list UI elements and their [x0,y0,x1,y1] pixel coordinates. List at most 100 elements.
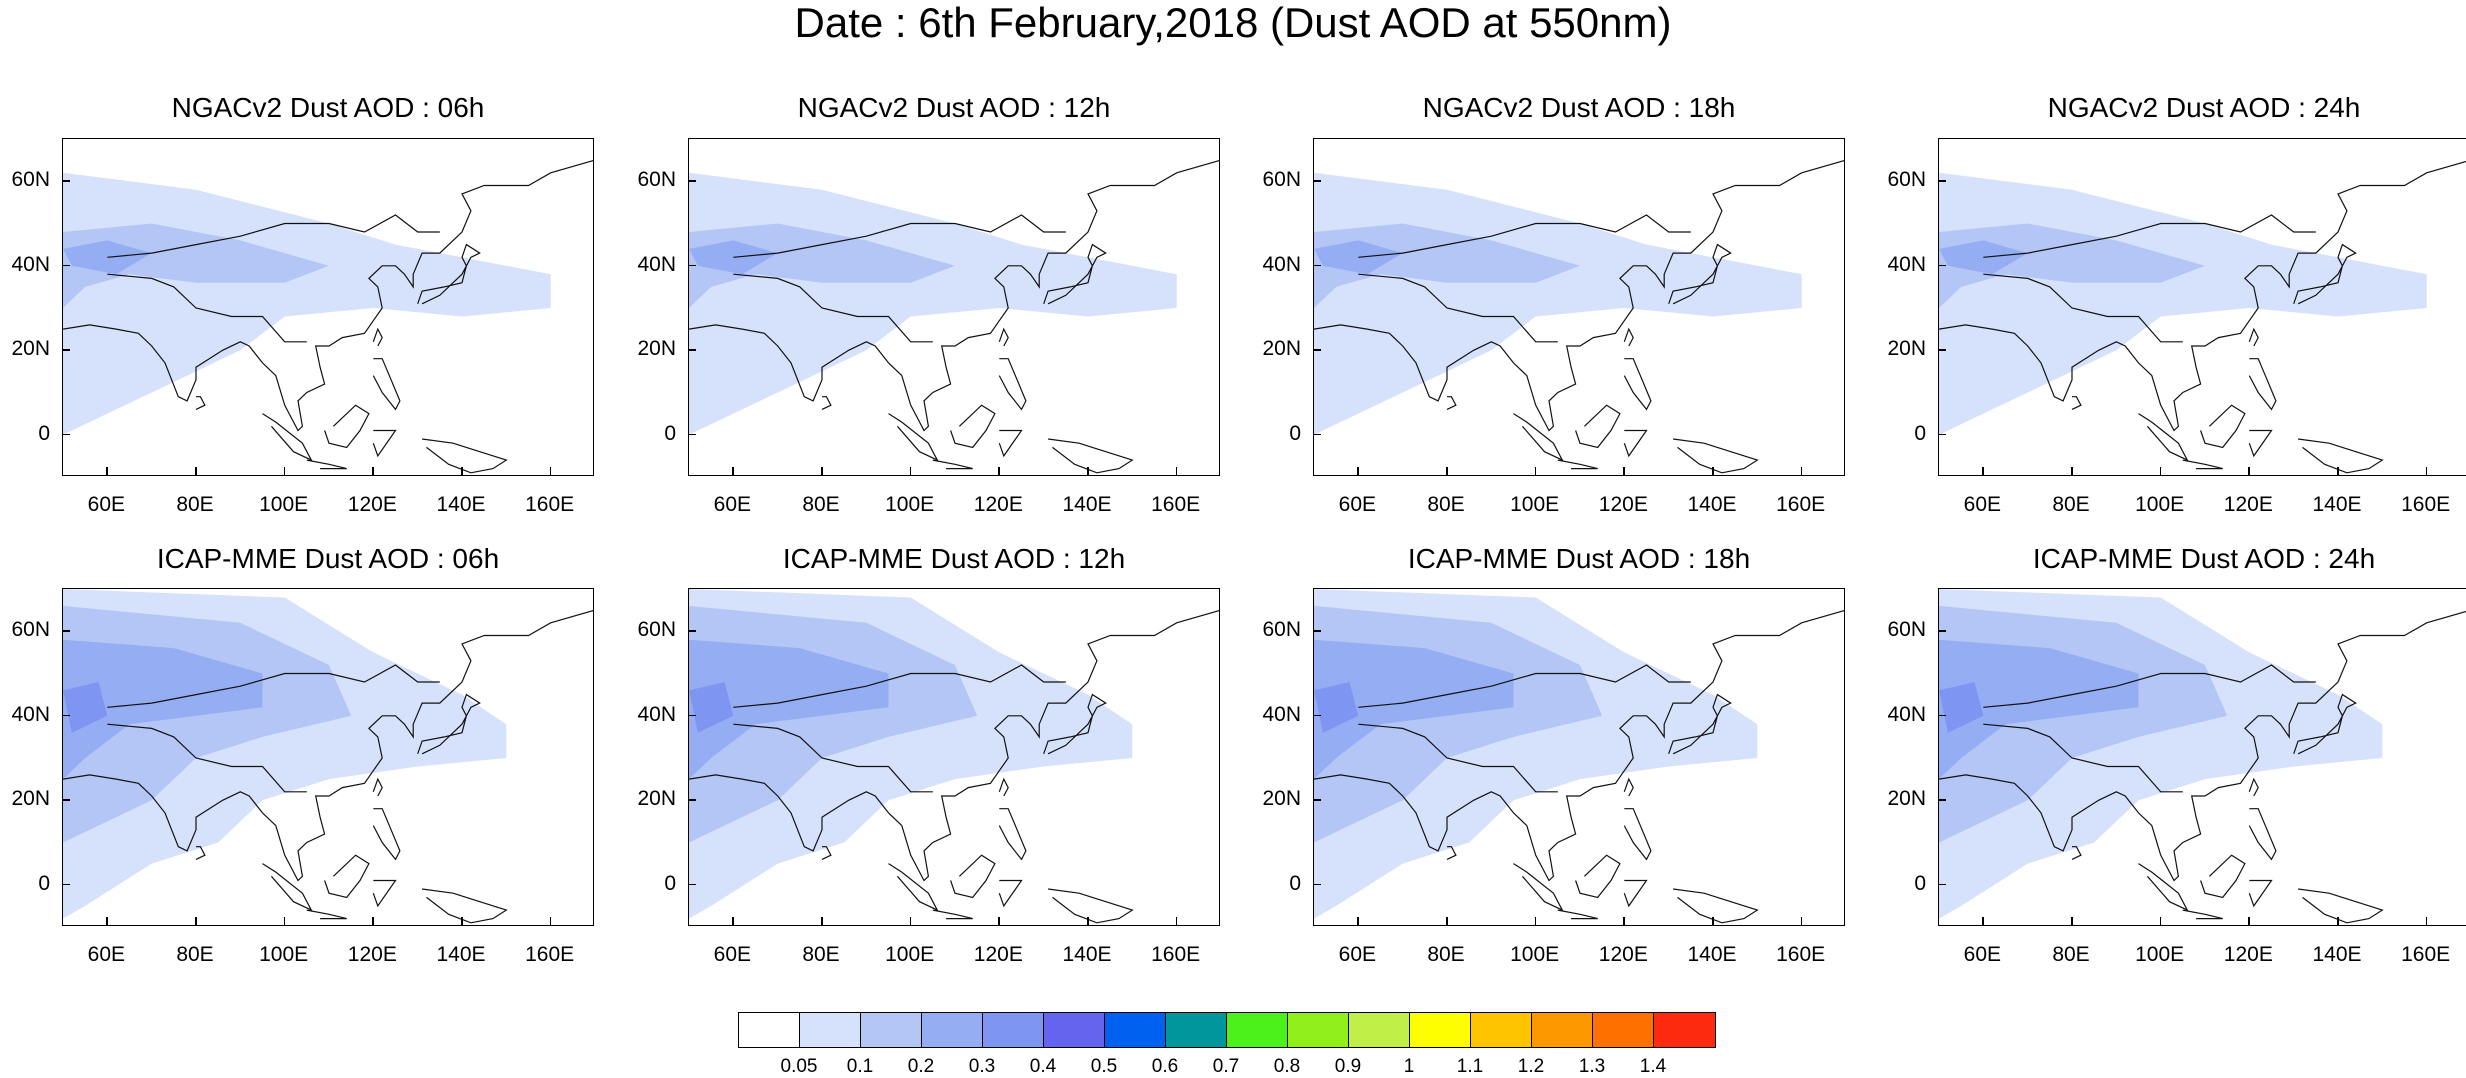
dust-plume [689,639,889,780]
lon-tick [2159,467,2162,475]
lat-tick [1313,264,1321,267]
colorbar-box [800,1013,861,1047]
coastline [998,327,1009,347]
lon-tick [372,917,374,925]
colorbar-label: 0.1 [846,1056,874,1077]
lat-tick-label: 0 [38,871,50,895]
lon-tick [195,467,197,475]
colorbar [738,1012,1716,1048]
lat-tick-label: 60N [637,618,676,642]
lon-tick-label: 120E [2223,943,2273,966]
coastline [2248,327,2259,347]
lon-tick [283,467,286,475]
lat-tick [1938,264,1946,267]
coastline [1043,243,1107,305]
figure-title: Date : 6th February,2018 (Dust AOD at 55… [794,0,1672,46]
coastline [1446,846,1457,860]
coastline [1575,854,1621,899]
lat-tick [1313,799,1321,801]
coastline [733,723,933,793]
coastline [1983,723,2183,793]
coastline [1673,888,1759,924]
panel-title: ICAP-MME Dust AOD : 12h [782,543,1126,574]
coastline [2138,413,2189,462]
map-panel [688,588,1220,926]
lon-tick-label: 160E [525,943,575,966]
colorbar-box [1593,1013,1654,1047]
lon-tick-label: 160E [525,493,575,516]
lon-tick [106,917,108,925]
lat-tick-label: 40N [1887,702,1926,726]
lon-tick [1982,917,1984,925]
lon-tick-label: 60E [713,943,752,966]
coastline [1623,358,1652,411]
lon-tick-label: 120E [347,943,397,966]
colorbar-box [1471,1013,1532,1047]
coastline [1557,909,1598,920]
dust-plume [1939,639,2139,780]
lon-tick [2159,917,2162,925]
lat-tick [688,264,696,267]
lon-tick-label: 140E [2312,943,2362,966]
lat-tick-label: 20N [1887,787,1926,811]
lon-tick [1712,917,1714,925]
map-panel [688,138,1220,476]
coastline [1048,888,1134,924]
dust-plume [689,682,734,733]
lat-tick-label: 20N [11,787,50,811]
map-panel [1313,138,1845,476]
lat-tick [1313,433,1321,436]
colorbar-label: 1.1 [1456,1056,1484,1077]
lon-tick [909,467,912,475]
coastline [2182,459,2223,470]
lat-tick [1313,180,1321,182]
lat-tick-label: 60N [1262,168,1301,192]
lon-tick-label: 100E [2135,493,2185,516]
lon-tick [1446,917,1448,925]
lat-tick [62,433,70,436]
coastline [733,214,1066,258]
lat-tick [688,799,696,801]
lon-tick-label: 80E [802,943,840,966]
dust-plume [63,223,329,308]
coastline [1668,243,1732,305]
lon-tick [1534,467,1537,475]
coastline [372,429,397,458]
lat-tick-label: 0 [1289,421,1301,445]
lon-tick [549,917,552,925]
lat-tick [1938,433,1946,436]
coastline [306,909,347,920]
coastline [1358,214,1691,258]
lat-tick [1938,714,1946,717]
lon-tick-label: 100E [259,493,309,516]
lon-tick-label: 60E [1338,943,1377,966]
colorbar-box [983,1013,1044,1047]
coastline [262,863,313,912]
lon-tick [283,917,286,925]
coastline [1048,438,1134,474]
lat-tick-label: 0 [664,871,676,895]
lon-tick [732,467,734,475]
lat-tick [62,714,70,717]
colorbar-box [1349,1013,1410,1047]
dust-plume [1939,682,1984,733]
lat-tick-label: 40N [1887,252,1926,276]
coastline [262,413,313,462]
colorbar-box [1105,1013,1166,1047]
lon-tick-label: 80E [176,493,214,516]
coastline [998,879,1023,908]
lat-tick [1938,180,1946,182]
lat-tick [688,630,696,632]
lon-tick-label: 80E [1427,943,1465,966]
coastline [195,846,206,860]
lon-tick [1357,467,1359,475]
coastline [2298,888,2384,924]
panel-title: ICAP-MME Dust AOD : 24h [2032,543,2376,574]
lon-tick-label: 120E [347,493,397,516]
lon-tick [1623,917,1625,925]
coastline [1446,396,1457,410]
dust-plume [689,172,1177,435]
lon-tick [2071,467,2073,475]
lon-tick [732,917,734,925]
lon-tick-label: 160E [1151,493,1201,516]
